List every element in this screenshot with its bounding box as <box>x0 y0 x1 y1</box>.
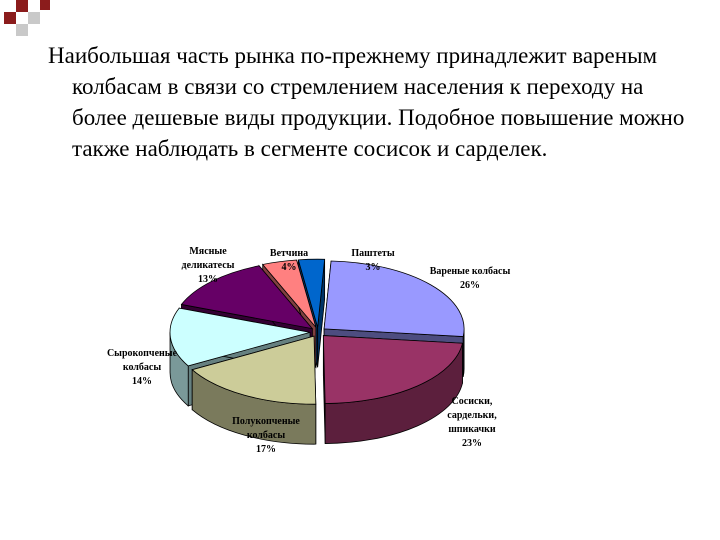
slice-label-5: Мясные деликатесы 13% <box>182 246 235 285</box>
pie-slice-3 <box>191 335 317 405</box>
slice-name-line: Паштеты <box>351 248 394 259</box>
pie-slice-4 <box>169 307 311 367</box>
slice-label-2: Сосиски, сардельки, шпикачки 23% <box>447 396 497 449</box>
slice-name-line: Мясные <box>189 246 227 257</box>
slice-label-1: Вареные колбасы 26% <box>430 266 511 291</box>
slice-value-label: 17% <box>256 444 276 455</box>
pie-slice-2 <box>322 335 463 404</box>
slice-name-line: Ветчина <box>270 248 308 259</box>
slice-name-line: колбасы <box>247 430 286 441</box>
slice-value-label: 3% <box>366 262 381 273</box>
slice-label-7: Паштеты 3% <box>351 248 394 273</box>
slice-name-line: Вареные колбасы <box>430 266 511 277</box>
slice-label-3: Полукопченые колбасы 17% <box>232 416 300 455</box>
pie-chart: Вареные колбасы 26% Сосиски, сардельки, шпик… <box>107 246 510 455</box>
slice-label-4: Сырокопченые колбасы 14% <box>107 348 178 387</box>
deco-square-5 <box>40 0 50 10</box>
slice-name-line: Сосиски, <box>452 396 493 407</box>
slide-body-text: Наибольшая часть рынка по-прежнему прина… <box>48 40 688 164</box>
slice-name-line: Полукопченые <box>232 416 300 427</box>
slice-name-line: Сырокопченые <box>107 348 178 359</box>
pie-tops <box>169 258 465 405</box>
pie-slice-1 <box>323 260 465 337</box>
slice-label-6: Ветчина 4% <box>270 248 308 273</box>
slice-value-label: 13% <box>198 274 218 285</box>
pie-labels: Вареные колбасы 26% Сосиски, сардельки, шпик… <box>107 246 510 455</box>
slice-name-line: сардельки, <box>447 410 497 421</box>
pie-slice-5 <box>180 265 314 330</box>
pie-slice-7 <box>297 258 326 328</box>
pie-slice-6 <box>261 259 317 328</box>
slice-value-label: 4% <box>282 262 297 273</box>
paragraph: Наибольшая часть рынка по-прежнему прина… <box>48 43 685 161</box>
deco-square-1 <box>4 12 16 24</box>
deco-square-3 <box>28 12 40 24</box>
deco-square-4 <box>16 24 28 36</box>
slice-value-label: 23% <box>462 438 482 449</box>
decorative-squares <box>0 0 60 40</box>
slice-name-line: шпикачки <box>448 424 496 435</box>
deco-square-2 <box>16 0 28 12</box>
slice-name-line: колбасы <box>123 362 162 373</box>
slice-name-line: деликатесы <box>182 260 235 271</box>
slice-value-label: 14% <box>132 376 152 387</box>
slice-value-label: 26% <box>460 280 480 291</box>
